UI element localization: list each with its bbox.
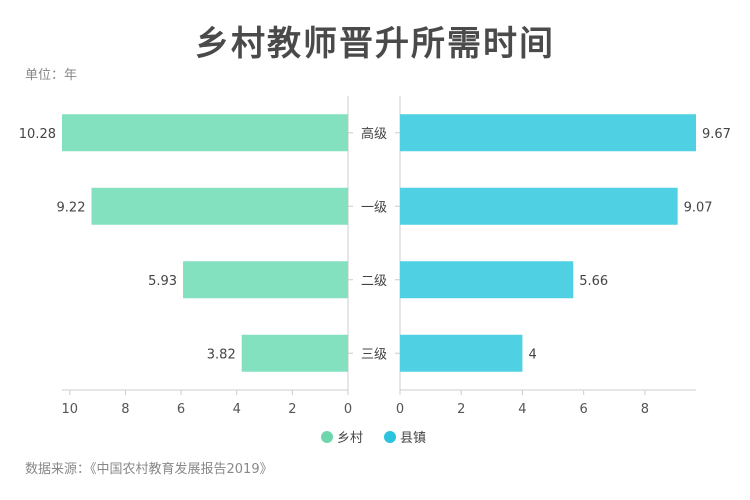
left-tick-label: 0: [344, 402, 352, 417]
left-tick-label: 2: [288, 402, 296, 417]
bar-乡村: [91, 187, 349, 225]
source-note: 数据来源：《中国农村教育发展报告2019》: [25, 462, 273, 477]
category-label: 高级: [361, 126, 387, 142]
category-label: 一级: [361, 200, 387, 215]
left-tick-label: 6: [177, 402, 185, 417]
left-tick-label: 8: [121, 402, 129, 417]
category-label: 三级: [361, 347, 387, 362]
bar-县镇: [400, 334, 523, 372]
data-label: 10.28: [19, 127, 56, 142]
chart-title: 乡村教师晋升所需时间: [195, 24, 555, 64]
right-tick-label: 6: [580, 402, 588, 417]
legend-label: 县镇: [400, 431, 426, 446]
bar-县镇: [400, 261, 574, 299]
right-tick-label: 0: [396, 402, 404, 417]
right-tick-label: 8: [641, 402, 649, 417]
data-label: 5.93: [148, 274, 177, 289]
data-label: 3.82: [207, 347, 236, 362]
data-label: 4: [528, 347, 536, 362]
unit-label: 单位：年: [25, 68, 78, 83]
bar-乡村: [241, 334, 348, 372]
data-label: 9.07: [684, 200, 713, 215]
category-label: 二级: [361, 274, 387, 289]
bar-乡村: [183, 261, 348, 299]
right-tick-label: 2: [457, 402, 465, 417]
bar-县镇: [400, 187, 678, 225]
left-tick-label: 10: [62, 402, 79, 417]
data-label: 9.67: [702, 127, 731, 142]
data-label: 9.22: [57, 200, 86, 215]
data-label: 5.66: [579, 274, 608, 289]
legend-marker: [384, 431, 396, 443]
right-tick-label: 4: [518, 402, 526, 417]
left-tick-label: 4: [233, 402, 241, 417]
bar-县镇: [400, 114, 696, 152]
bar-乡村: [62, 114, 348, 152]
legend-marker: [321, 431, 333, 443]
legend-label: 乡村: [337, 431, 363, 446]
